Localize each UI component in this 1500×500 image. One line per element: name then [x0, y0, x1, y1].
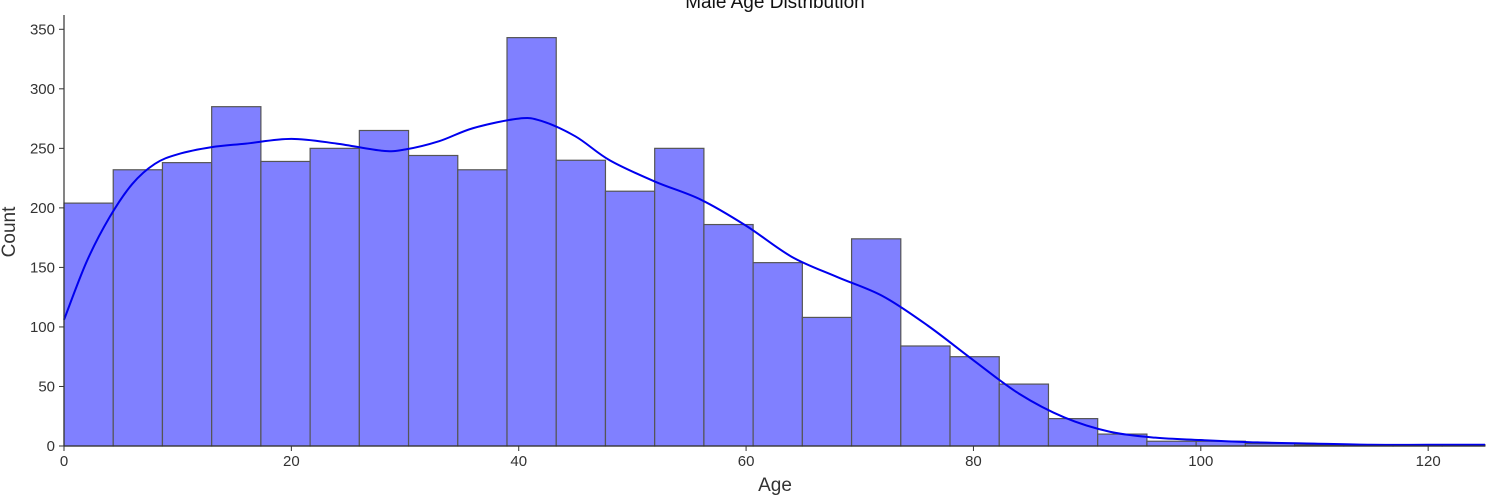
histogram-bar	[654, 147, 705, 447]
y-tick-label: 0	[47, 438, 55, 455]
histogram-bar	[998, 383, 1050, 447]
histogram-bar	[900, 345, 951, 447]
y-axis-label: Count	[0, 206, 20, 257]
x-tick-label: 120	[1416, 453, 1441, 470]
y-tick-label: 200	[30, 200, 55, 217]
histogram-bar	[112, 169, 164, 447]
histogram-bar	[457, 169, 508, 447]
histogram-bar	[407, 154, 459, 447]
histogram-bar	[801, 316, 853, 447]
bars-layer	[63, 37, 1486, 447]
y-tick-label: 350	[30, 21, 55, 38]
chart-title: Male Age Distribution	[685, 0, 865, 13]
histogram-bar	[555, 159, 607, 447]
histogram-bar	[604, 190, 656, 447]
histogram-bar	[211, 106, 262, 447]
histogram-bar	[1146, 440, 1197, 447]
histogram-bar	[260, 160, 311, 447]
y-tick-label: 50	[38, 378, 55, 395]
histogram-bar	[309, 147, 360, 447]
kde-layer	[63, 117, 1485, 446]
x-tick-label: 0	[60, 453, 68, 470]
kde-curve	[63, 117, 1485, 446]
axes-layer: 0 50 100 150 200 250 300 350 0 20 40 60 80 100 120	[30, 15, 1485, 470]
histogram-bar	[506, 37, 557, 447]
histogram-bar	[752, 262, 803, 447]
histogram-bar	[63, 202, 114, 447]
histogram-bar	[358, 129, 410, 447]
x-tick-label: 100	[1188, 453, 1213, 470]
x-tick-label: 60	[738, 453, 755, 470]
x-axis-label: Age	[758, 475, 792, 496]
histogram-bar	[949, 356, 1000, 447]
histogram-bar	[161, 162, 213, 447]
y-tick-label: 300	[30, 81, 55, 98]
x-tick-label: 80	[965, 453, 982, 470]
y-tick-label: 150	[30, 259, 55, 276]
histogram-bar	[1047, 418, 1099, 447]
y-tick-label: 250	[30, 140, 55, 157]
y-tick-label: 100	[30, 319, 55, 336]
x-tick-label: 40	[510, 453, 527, 470]
histogram-bar	[850, 238, 902, 447]
x-tick-label: 20	[283, 453, 300, 470]
histogram-bar	[703, 223, 754, 447]
